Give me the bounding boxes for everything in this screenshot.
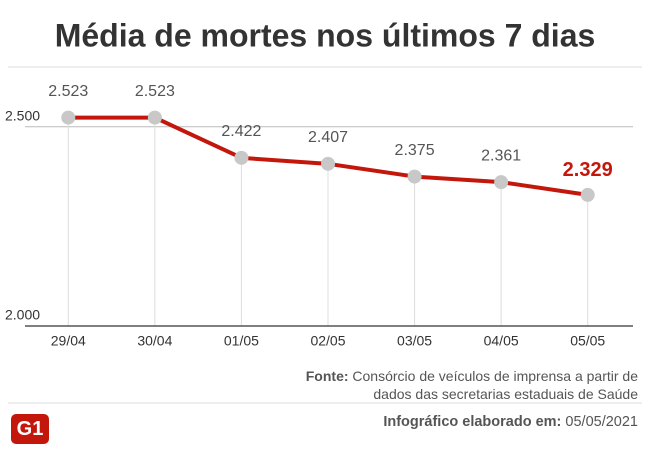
x-tick-label: 05/05: [570, 333, 605, 349]
x-tick-label: 29/04: [51, 333, 86, 349]
logo: G1: [11, 414, 49, 444]
x-tick-label: 02/05: [310, 333, 345, 349]
point: [61, 110, 76, 125]
value-label: 2.422: [221, 123, 261, 140]
point: [407, 169, 422, 184]
chart-title: Média de mortes nos últimos 7 dias: [55, 17, 596, 53]
point: [234, 150, 249, 165]
footer-label: Infográfico elaborado em:: [383, 414, 562, 430]
value-label: 2.329: [563, 159, 613, 181]
point: [494, 175, 509, 190]
footer-date: 05/05/2021: [565, 414, 638, 430]
point: [321, 156, 335, 171]
y-tick-label: 2.500: [5, 107, 40, 123]
footer: Infográfico elaborado em: 05/05/2021: [383, 414, 638, 430]
point: [580, 187, 595, 202]
source-text: Consórcio de veículos de imprensa a part…: [352, 368, 638, 402]
value-label: 2.407: [308, 129, 348, 146]
value-label: 2.523: [135, 83, 175, 100]
x-tick-label: 01/05: [224, 333, 259, 349]
x-tick-label: 03/05: [397, 333, 432, 349]
source-label: Fonte:: [305, 368, 349, 384]
value-label: 2.523: [48, 83, 88, 100]
value-label: 2.361: [481, 147, 521, 164]
x-tick-label: 04/05: [484, 333, 519, 349]
source: Fonte: Consórcio de veículos de imprensa…: [298, 367, 638, 403]
value-label: 2.375: [395, 142, 435, 159]
point: [147, 110, 162, 125]
x-tick-label: 30/04: [137, 333, 172, 349]
y-tick-label: 2.000: [5, 307, 40, 323]
